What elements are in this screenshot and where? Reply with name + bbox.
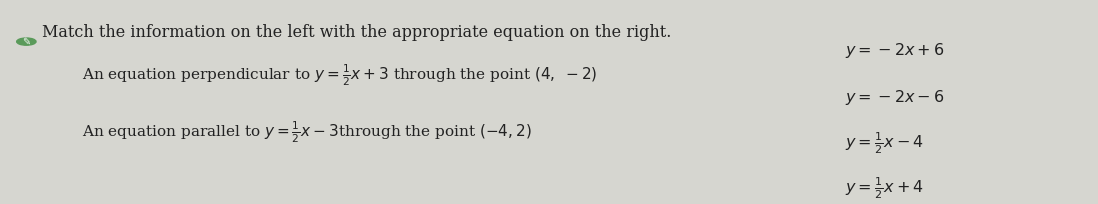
Text: ✎: ✎ [22, 37, 31, 47]
Text: An equation parallel to $y = \frac{1}{2}x - 3$through the point $(-4, 2)$: An equation parallel to $y = \frac{1}{2}… [82, 120, 533, 145]
Ellipse shape [16, 38, 36, 45]
Text: $y = -2x + 6$: $y = -2x + 6$ [845, 41, 945, 61]
Text: $y = \frac{1}{2}x + 4$: $y = \frac{1}{2}x + 4$ [845, 175, 925, 201]
Text: Match the information on the left with the appropriate equation on the right.: Match the information on the left with t… [42, 24, 671, 41]
Text: $y = \frac{1}{2}x - 4$: $y = \frac{1}{2}x - 4$ [845, 130, 925, 156]
Text: $y = -2x - 6$: $y = -2x - 6$ [845, 88, 945, 108]
Text: An equation perpendicular to $y = \frac{1}{2}x + 3$ through the point $(4,\ -2)$: An equation perpendicular to $y = \frac{… [82, 63, 598, 88]
